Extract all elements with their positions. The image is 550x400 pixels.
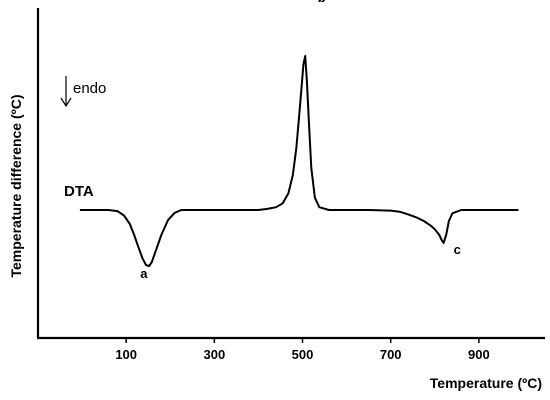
labels-layer: Temperature (ºC) Temperature difference …: [8, 76, 542, 391]
series-layer: a b c: [79, 0, 519, 281]
x-tick-label-100: 100: [115, 347, 137, 362]
arrow-head-icon: [60, 97, 72, 108]
peak-label-a: a: [140, 266, 148, 281]
series-line-dta: [79, 55, 519, 268]
peak-label-c: c: [454, 242, 461, 257]
endo-label: endo: [73, 80, 106, 97]
x-tick-label-300: 300: [203, 347, 225, 362]
peak-label-b: b: [318, 0, 326, 5]
x-axis-title: Temperature (ºC): [430, 375, 542, 391]
axes: 100 300 500 700 900: [36, 8, 545, 362]
x-tick-label-900: 900: [468, 347, 490, 362]
x-tick-label-500: 500: [292, 347, 314, 362]
series-label-dta: DTA: [64, 183, 94, 200]
y-axis-title: Temperature difference (ºC): [8, 94, 24, 277]
x-tick-label-700: 700: [380, 347, 402, 362]
endo-annotation: endo: [60, 76, 106, 108]
